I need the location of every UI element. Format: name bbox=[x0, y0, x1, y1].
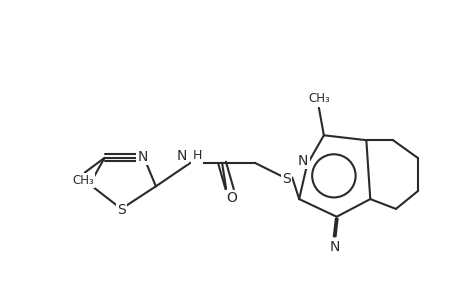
Text: N: N bbox=[297, 154, 308, 168]
Text: H: H bbox=[192, 149, 202, 162]
Text: S: S bbox=[117, 203, 125, 217]
Text: N: N bbox=[138, 150, 148, 164]
Text: N: N bbox=[329, 240, 339, 254]
Text: N: N bbox=[176, 149, 186, 163]
Text: O: O bbox=[226, 191, 237, 205]
Text: CH₃: CH₃ bbox=[308, 92, 329, 106]
Text: CH₃: CH₃ bbox=[72, 174, 94, 187]
Text: S: S bbox=[281, 172, 290, 186]
